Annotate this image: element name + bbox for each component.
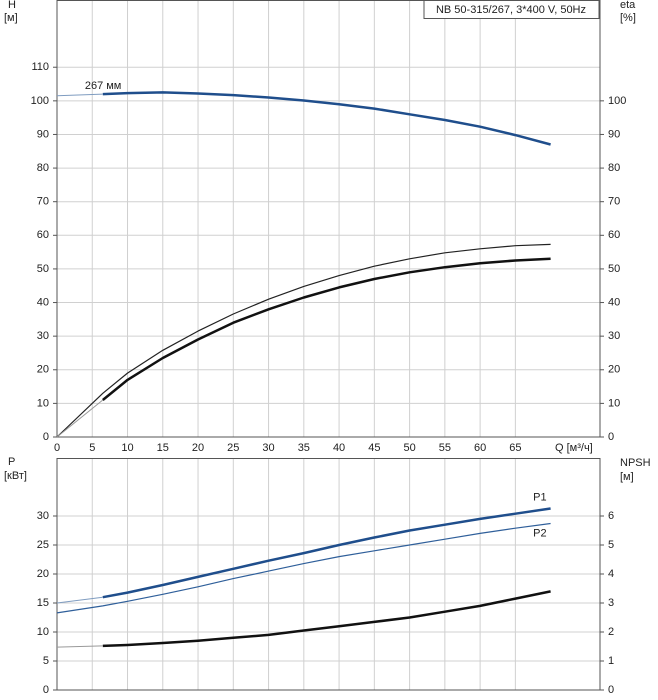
x-tick-label: 55	[439, 442, 451, 454]
y-tick-label: 25	[37, 539, 49, 551]
x-axis-label: Q [м³/ч]	[555, 442, 593, 454]
y-tick-label: 60	[37, 229, 49, 241]
y2-axis-label: NPSH	[620, 457, 651, 469]
x-tick-label: 0	[54, 442, 60, 454]
x-tick-label: 15	[157, 442, 169, 454]
y-axis-unit: [кВт]	[4, 470, 27, 482]
x-tick-label: 50	[403, 442, 415, 454]
y2-tick-label: 70	[608, 196, 620, 208]
title-box	[423, 0, 600, 19]
y-tick-label: 80	[37, 162, 49, 174]
y2-tick-label: 4	[608, 568, 614, 580]
x-tick-label: 60	[474, 442, 486, 454]
curve	[56, 645, 103, 648]
y-tick-label: 30	[37, 510, 49, 522]
curve	[56, 93, 103, 97]
curve	[56, 243, 551, 438]
x-tick-label: 40	[333, 442, 345, 454]
y2-tick-label: 100	[608, 95, 626, 107]
series-label: P1	[533, 491, 546, 503]
curve	[102, 590, 551, 648]
y2-tick-label: 50	[608, 263, 620, 275]
curve	[56, 399, 104, 438]
x-tick-label: 20	[192, 442, 204, 454]
y2-tick-label: 60	[608, 229, 620, 241]
curve	[102, 257, 551, 401]
y2-tick-label: 1	[608, 655, 614, 667]
y2-tick-label: 0	[608, 431, 614, 443]
x-tick-label: 10	[121, 442, 133, 454]
y-tick-label: 0	[43, 431, 49, 443]
x-tick-label: 45	[368, 442, 380, 454]
series-label: 267 мм	[85, 80, 122, 92]
curve	[56, 596, 103, 604]
y2-tick-label: 20	[608, 364, 620, 376]
y-tick-label: 5	[43, 655, 49, 667]
y-tick-label: 100	[31, 95, 49, 107]
y2-tick-label: 3	[608, 597, 614, 609]
x-tick-label: 25	[227, 442, 239, 454]
plot-frame	[56, 458, 601, 691]
y-tick-label: 0	[43, 684, 49, 696]
y-tick-label: 20	[37, 364, 49, 376]
y-tick-label: 10	[37, 397, 49, 409]
y-tick-label: 50	[37, 263, 49, 275]
y2-tick-label: 0	[608, 684, 614, 696]
y2-tick-label: 2	[608, 626, 614, 638]
y2-axis-label: eta	[620, 0, 636, 11]
y2-axis-unit: [%]	[620, 12, 636, 24]
y-axis-unit: [м]	[4, 12, 18, 24]
y2-axis-unit: [м]	[620, 471, 634, 483]
curve	[102, 507, 551, 599]
curve	[56, 522, 551, 614]
curve	[102, 91, 551, 146]
x-tick-label: 65	[509, 442, 521, 454]
y2-tick-label: 80	[608, 162, 620, 174]
y2-tick-label: 40	[608, 296, 620, 308]
y-tick-label: 20	[37, 568, 49, 580]
y-tick-label: 10	[37, 626, 49, 638]
y2-tick-label: 10	[608, 397, 620, 409]
y-tick-label: 30	[37, 330, 49, 342]
x-tick-label: 30	[262, 442, 274, 454]
y2-tick-label: 5	[608, 539, 614, 551]
y2-tick-label: 6	[608, 510, 614, 522]
y-tick-label: 15	[37, 597, 49, 609]
y2-tick-label: 30	[608, 330, 620, 342]
y-tick-label: 90	[37, 128, 49, 140]
y-tick-label: 70	[37, 196, 49, 208]
series-label: P2	[533, 527, 546, 539]
y-tick-label: 110	[31, 61, 49, 73]
x-tick-label: 35	[298, 442, 310, 454]
y2-tick-label: 90	[608, 128, 620, 140]
plot-frame	[56, 0, 601, 438]
y-tick-label: 40	[37, 296, 49, 308]
x-tick-label: 5	[89, 442, 95, 454]
chart-title: NB 50-315/267, 3*400 V, 50Hz	[436, 4, 586, 16]
y-axis-label: P	[8, 456, 15, 468]
y-axis-label: H	[8, 0, 16, 11]
